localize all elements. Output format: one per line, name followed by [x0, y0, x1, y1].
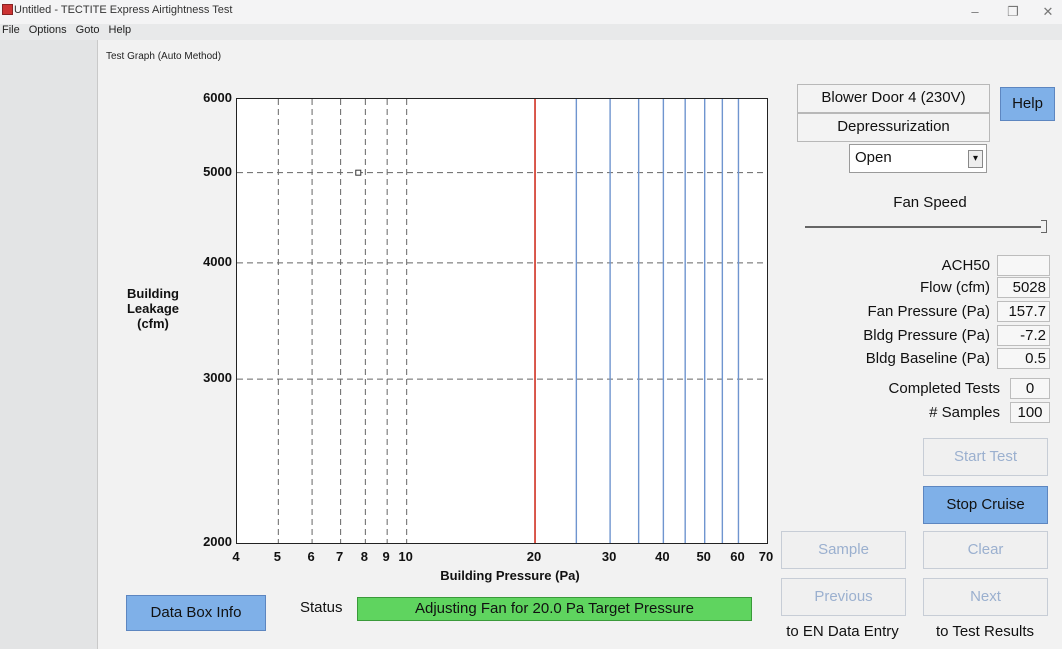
- y-axis-label-line2: Leakage: [126, 301, 180, 316]
- x-tick-label: 7: [336, 549, 344, 564]
- data-box-info-button[interactable]: Data Box Info: [126, 595, 266, 631]
- next-button[interactable]: Next: [923, 578, 1048, 616]
- bldg-pressure-value: -7.2: [997, 325, 1050, 346]
- left-panel: [0, 40, 97, 649]
- ach50-value: [997, 255, 1050, 276]
- x-tick-label: 10: [398, 549, 413, 564]
- menu-options[interactable]: Options: [28, 24, 67, 36]
- y-tick-label: 2000: [203, 534, 232, 549]
- minimize-icon[interactable]: –: [971, 4, 979, 19]
- bldg-baseline-label: Bldg Baseline (Pa): [865, 350, 990, 367]
- app-icon: [2, 4, 13, 15]
- fan-pressure-value: 157.7: [997, 301, 1050, 322]
- close-icon[interactable]: ✕: [1042, 4, 1054, 19]
- leakage-graph: [236, 98, 768, 544]
- graph-plot: [237, 99, 767, 543]
- x-tick-label: 60: [730, 549, 745, 564]
- y-tick-label: 5000: [203, 163, 232, 179]
- ach50-label: ACH50: [941, 257, 990, 274]
- stop-cruise-button[interactable]: Stop Cruise: [923, 486, 1048, 524]
- fan-pressure-label: Fan Pressure (Pa): [867, 303, 990, 320]
- maximize-icon[interactable]: ❐: [1007, 4, 1019, 19]
- x-tick-label: 50: [696, 549, 711, 564]
- menu-bar: File Options Goto Help: [0, 24, 138, 38]
- next-caption: to Test Results: [935, 623, 1035, 640]
- x-tick-label: 30: [601, 549, 617, 564]
- y-tick-label: 4000: [203, 253, 232, 269]
- status-message: Adjusting Fan for 20.0 Pa Target Pressur…: [357, 597, 752, 621]
- menu-file[interactable]: File: [2, 24, 20, 36]
- completed-tests-label: Completed Tests: [888, 380, 1000, 397]
- y-tick-label: 3000: [203, 370, 232, 386]
- x-tick-label: 6: [307, 549, 315, 564]
- ring-select-value: Open: [855, 149, 892, 166]
- dialog-title: Test Graph (Auto Method): [106, 51, 222, 62]
- chevron-down-icon[interactable]: ▾: [968, 150, 983, 168]
- x-axis-label: Building Pressure (Pa): [440, 568, 580, 583]
- y-axis-label-line3: (cfm): [137, 316, 169, 331]
- bldg-baseline-value: 0.5: [997, 348, 1050, 369]
- help-button[interactable]: Help: [1000, 87, 1055, 121]
- menu-goto[interactable]: Goto: [75, 24, 100, 36]
- previous-button[interactable]: Previous: [781, 578, 906, 616]
- y-axis-label: Building Leakage (cfm): [107, 286, 199, 331]
- flow-value: 5028: [997, 277, 1050, 298]
- fan-speed-label: Fan Speed: [893, 194, 967, 211]
- samples-label: # Samples: [929, 404, 1000, 421]
- device-name: Blower Door 4 (230V): [797, 84, 990, 113]
- x-tick-label: 8: [360, 549, 368, 564]
- x-tick-label: 5: [273, 549, 281, 564]
- data-point: [355, 169, 362, 176]
- test-mode: Depressurization: [797, 113, 990, 142]
- previous-caption: to EN Data Entry: [786, 623, 899, 640]
- x-tick-label: 9: [382, 549, 390, 564]
- x-tick-label: 70: [758, 549, 774, 564]
- samples-value: 100: [1010, 402, 1050, 423]
- title-bar: Untitled - TECTITE Express Airtightness …: [0, 0, 1062, 24]
- status-label: Status: [300, 599, 343, 616]
- y-axis-label-line1: Building: [127, 286, 179, 301]
- flow-label: Flow (cfm): [920, 279, 990, 296]
- y-tick-label: 6000: [203, 90, 232, 105]
- ring-select[interactable]: Open ▾: [849, 144, 987, 173]
- x-tick-label: 4: [232, 549, 240, 564]
- window-title: Untitled - TECTITE Express Airtightness …: [14, 4, 233, 16]
- bldg-pressure-label: Bldg Pressure (Pa): [863, 327, 990, 344]
- completed-tests-value: 0: [1010, 378, 1050, 399]
- sample-button[interactable]: Sample: [781, 531, 906, 569]
- x-tick-label: 20: [526, 549, 542, 564]
- start-test-button[interactable]: Start Test: [923, 438, 1048, 476]
- menu-help[interactable]: Help: [108, 24, 132, 36]
- fan-speed-thumb[interactable]: [1041, 220, 1047, 233]
- fan-speed-slider[interactable]: [805, 220, 1047, 233]
- x-tick-label: 40: [655, 549, 670, 564]
- clear-button[interactable]: Clear: [923, 531, 1048, 569]
